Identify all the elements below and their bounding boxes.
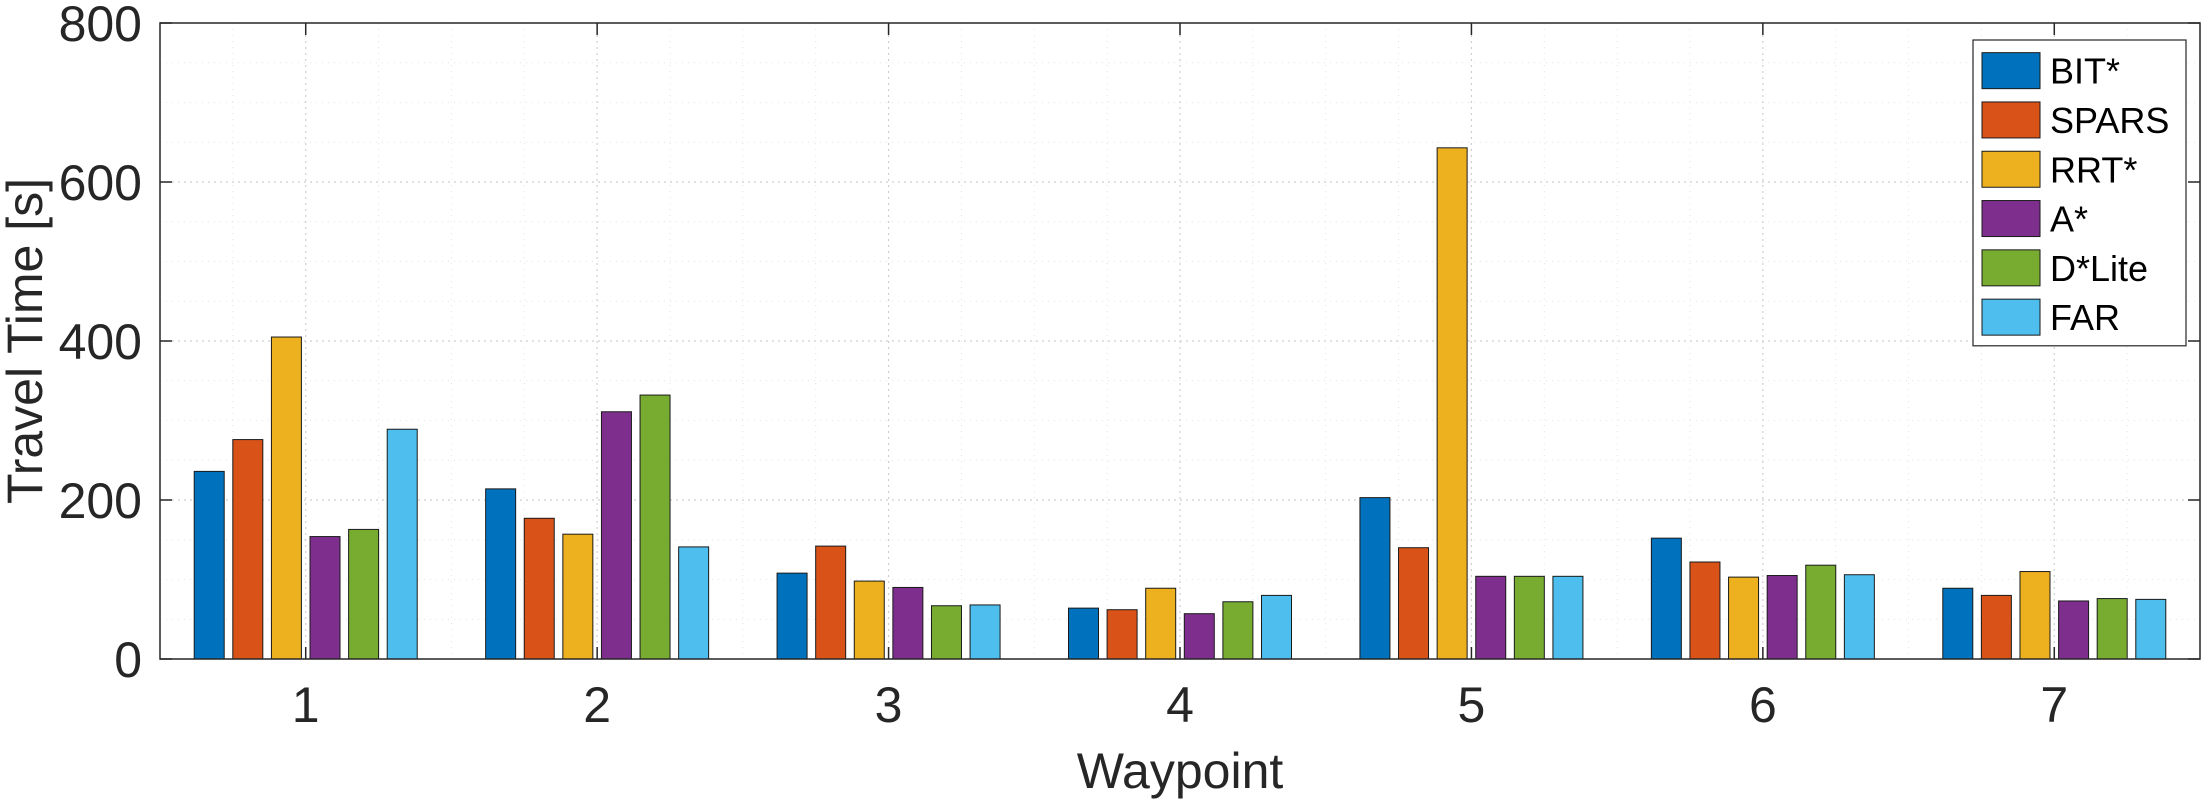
legend-label: SPARS — [2050, 100, 2169, 141]
y-axis-title: Travel Time [s] — [0, 178, 53, 504]
legend-swatch — [1981, 298, 2041, 336]
bar-bit--waypoint-5 — [1359, 497, 1391, 660]
legend-label: BIT* — [2050, 51, 2120, 92]
bar-spars-waypoint-4 — [1106, 609, 1138, 660]
bar-far-waypoint-7 — [2135, 598, 2167, 660]
legend-box — [1972, 39, 2187, 347]
x-tick-label: 4 — [1166, 677, 1194, 733]
bar-rrt--waypoint-7 — [2019, 571, 2051, 660]
grid — [160, 23, 2200, 659]
bar-rrt--waypoint-4 — [1145, 587, 1177, 660]
bar-spars-waypoint-1 — [232, 439, 264, 660]
bar-d-lite-waypoint-3 — [930, 605, 962, 660]
bar-far-waypoint-1 — [386, 428, 418, 660]
bar-far-waypoint-5 — [1552, 575, 1584, 660]
bar-bit--waypoint-1 — [193, 470, 225, 660]
x-axis-title: Waypoint — [1077, 743, 1284, 799]
bar-spars-waypoint-3 — [815, 545, 847, 660]
x-tick-label: 2 — [583, 677, 611, 733]
legend-label: RRT* — [2050, 149, 2137, 190]
bar-a--waypoint-7 — [2058, 600, 2090, 660]
bar-a--waypoint-6 — [1766, 575, 1798, 660]
bar-d-lite-waypoint-2 — [639, 394, 671, 660]
y-tick-label: 200 — [59, 473, 142, 529]
bar-bit--waypoint-4 — [1068, 607, 1099, 660]
legend-swatch — [1981, 249, 2041, 287]
bar-d-lite-waypoint-4 — [1222, 601, 1254, 660]
bar-spars-waypoint-5 — [1398, 547, 1430, 660]
bar-bit--waypoint-6 — [1650, 537, 1682, 660]
legend-swatch — [1981, 200, 2041, 238]
bar-rrt--waypoint-3 — [853, 580, 885, 660]
bar-d-lite-waypoint-7 — [2096, 598, 2128, 660]
bar-spars-waypoint-6 — [1689, 561, 1721, 660]
bar-far-waypoint-4 — [1261, 594, 1292, 660]
bar-rrt--waypoint-5 — [1436, 147, 1468, 660]
bar-a--waypoint-2 — [600, 411, 632, 660]
bar-far-waypoint-6 — [1843, 574, 1875, 660]
bar-a--waypoint-3 — [892, 586, 924, 660]
bar-rrt--waypoint-2 — [562, 533, 594, 660]
y-axis-ticks: 0 200 400 600 800 — [59, 0, 2200, 688]
bar-spars-waypoint-2 — [523, 517, 555, 660]
x-axis-ticks: 1 2 3 4 5 6 7 — [292, 23, 2068, 733]
bar-rrt--waypoint-6 — [1728, 576, 1760, 660]
legend-swatch — [1981, 52, 2041, 90]
legend-swatch — [1981, 150, 2041, 188]
y-tick-label: 0 — [114, 632, 142, 688]
x-tick-label: 3 — [875, 677, 903, 733]
bar-bit--waypoint-2 — [485, 488, 517, 660]
bar-d-lite-waypoint-5 — [1513, 575, 1545, 660]
bar-d-lite-waypoint-6 — [1805, 564, 1837, 660]
x-tick-label: 5 — [1458, 677, 1486, 733]
bar-rrt--waypoint-1 — [270, 336, 302, 660]
x-tick-label: 6 — [1749, 677, 1777, 733]
legend-label: D*Lite — [2050, 248, 2148, 289]
bar-far-waypoint-3 — [969, 604, 1001, 660]
bar-spars-waypoint-7 — [1980, 594, 2012, 660]
x-tick-label: 7 — [2040, 677, 2068, 733]
y-tick-label: 400 — [59, 314, 142, 370]
bar-a--waypoint-1 — [309, 536, 341, 660]
bar-d-lite-waypoint-1 — [348, 528, 380, 660]
legend-label: A* — [2050, 199, 2088, 240]
legend-swatch — [1981, 101, 2041, 139]
bar-a--waypoint-4 — [1183, 613, 1215, 660]
bar-far-waypoint-2 — [678, 546, 710, 660]
bar-bit--waypoint-7 — [1942, 587, 1974, 660]
bar-bit--waypoint-3 — [776, 572, 808, 660]
x-tick-label: 1 — [292, 677, 320, 733]
bar-a--waypoint-5 — [1475, 575, 1507, 660]
y-tick-label: 600 — [59, 155, 142, 211]
y-tick-label: 800 — [59, 0, 142, 52]
legend-label: FAR — [2050, 297, 2120, 338]
bars — [193, 147, 2167, 660]
legend: BIT* SPARS RRT* A* D*Lite FAR — [1972, 39, 2187, 347]
